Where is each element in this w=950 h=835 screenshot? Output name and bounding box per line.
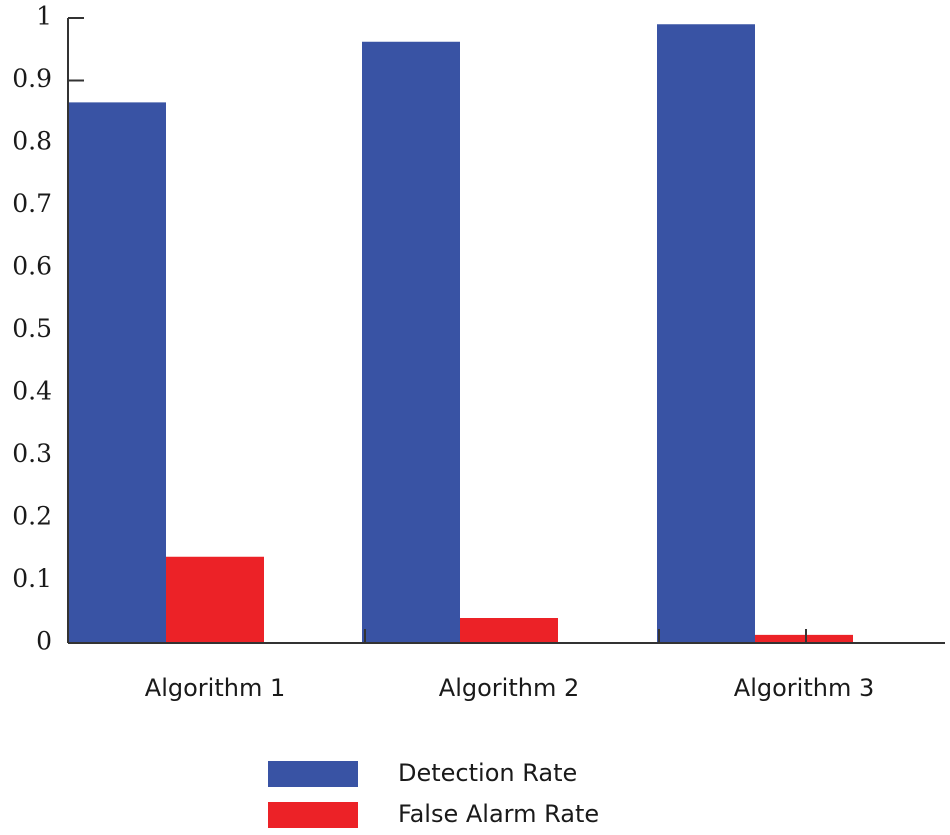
false-alarm-rate-bar — [166, 556, 264, 643]
x-category-label: Algorithm 3 — [734, 674, 874, 702]
y-tick-label: 0.6 — [12, 252, 52, 281]
detection-rate-bar — [362, 41, 460, 643]
false-alarm-rate-bar — [755, 634, 853, 643]
y-tick-label: 1 — [36, 2, 52, 31]
y-tick-label: 0.8 — [12, 127, 52, 156]
false-alarm-rate-bar — [460, 618, 558, 643]
legend: Detection Rate False Alarm Rate — [268, 759, 599, 828]
legend-label: False Alarm Rate — [398, 800, 599, 828]
legend-label: Detection Rate — [398, 759, 577, 787]
x-category-label: Algorithm 1 — [145, 674, 285, 702]
legend-swatch — [268, 802, 358, 828]
legend-swatch — [268, 761, 358, 787]
y-tick-label: 0.7 — [12, 189, 52, 218]
y-tick-label: 0.3 — [12, 439, 52, 468]
y-tick-label: 0 — [36, 627, 52, 656]
x-axis-labels: Algorithm 1 Algorithm 2 Algorithm 3 — [145, 629, 874, 702]
detection-rate-bar — [657, 24, 755, 643]
y-tick-label: 0.4 — [12, 377, 52, 406]
x-category-label: Algorithm 2 — [439, 674, 579, 702]
detection-rate-bar — [68, 102, 166, 643]
y-tick-label: 0.2 — [12, 502, 52, 531]
y-tick-label: 0.9 — [12, 64, 52, 93]
bars — [68, 24, 853, 643]
y-tick-label: 0.5 — [12, 314, 52, 343]
y-tick-label: 0.1 — [12, 564, 52, 593]
